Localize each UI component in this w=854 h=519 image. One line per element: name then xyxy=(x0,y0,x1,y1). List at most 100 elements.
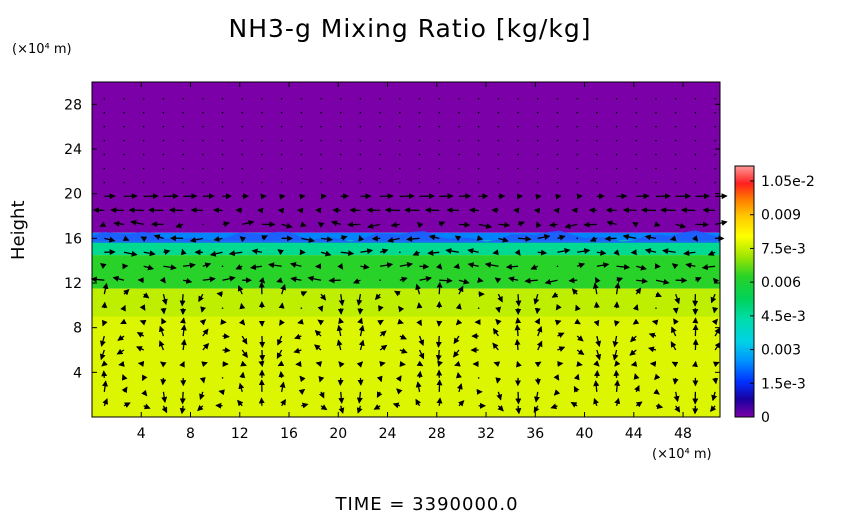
wind-vector xyxy=(277,360,285,367)
wind-vector xyxy=(714,219,728,226)
wind-vector xyxy=(694,181,697,184)
wind-vector xyxy=(251,248,263,255)
wind-vector xyxy=(438,125,441,128)
wind-vector xyxy=(714,125,716,128)
wind-vector xyxy=(534,361,542,368)
wind-vector xyxy=(712,361,720,368)
x-tick-label: 32 xyxy=(477,426,495,442)
wind-vector xyxy=(554,319,562,326)
wind-vector xyxy=(359,111,362,114)
wind-vector xyxy=(289,262,302,268)
x-tick-label: 48 xyxy=(674,426,692,442)
wind-vector xyxy=(142,139,145,142)
wind-vector xyxy=(427,249,440,256)
wind-vector xyxy=(695,277,702,283)
wind-vector xyxy=(416,360,424,367)
wind-vector xyxy=(222,221,230,227)
wind-vector xyxy=(182,139,184,142)
wind-vector xyxy=(573,373,580,381)
wind-vector xyxy=(593,360,600,367)
wind-vector xyxy=(571,288,579,295)
wind-vector xyxy=(557,234,566,241)
wind-vector xyxy=(241,111,244,114)
wind-vector xyxy=(644,248,657,254)
wind-vector xyxy=(399,251,401,254)
wind-vector xyxy=(123,153,125,156)
wind-vector xyxy=(477,277,484,283)
wind-vector xyxy=(307,275,322,282)
wind-vector xyxy=(435,335,442,348)
wind-vector xyxy=(514,324,521,337)
wind-vector xyxy=(357,317,363,325)
wind-vector xyxy=(241,153,244,156)
wind-vector xyxy=(379,125,381,128)
wind-vector xyxy=(458,97,460,100)
wind-vector xyxy=(399,276,408,283)
colorbar-tick-label: 0.006 xyxy=(761,275,801,291)
wind-vector xyxy=(379,181,381,184)
wind-vector xyxy=(595,349,602,361)
wind-vector xyxy=(537,234,551,240)
wind-vector xyxy=(259,349,266,362)
wind-vector xyxy=(339,111,342,114)
wind-vector xyxy=(238,319,246,326)
wind-vector xyxy=(406,236,420,242)
wind-vector xyxy=(356,294,363,306)
wind-vector xyxy=(317,319,325,326)
wind-vector xyxy=(556,97,559,100)
y-axis-unit: (×10⁴ m) xyxy=(12,42,72,57)
wind-vector xyxy=(201,361,208,368)
wind-vector xyxy=(180,338,187,351)
y-tick-label: 28 xyxy=(64,97,82,113)
wind-vector xyxy=(242,219,255,226)
wind-vector xyxy=(202,262,212,269)
wind-vector xyxy=(238,382,245,393)
wind-vector xyxy=(161,405,168,414)
wind-vector xyxy=(202,111,204,114)
wind-vector xyxy=(104,236,116,243)
wind-vector xyxy=(356,391,363,404)
wind-vector xyxy=(338,361,345,368)
wind-vector xyxy=(536,181,539,184)
wind-vector xyxy=(635,97,638,100)
wind-vector xyxy=(241,335,248,345)
wind-vector xyxy=(674,293,681,305)
wind-vector xyxy=(438,97,441,100)
wind-vector xyxy=(222,275,236,282)
wind-vector xyxy=(280,111,283,114)
wind-vector xyxy=(508,276,519,283)
wind-vector xyxy=(570,401,578,408)
wind-vector xyxy=(436,281,443,295)
wind-vector xyxy=(644,234,657,241)
wind-vector xyxy=(536,97,539,100)
wind-vector xyxy=(294,333,302,340)
wind-vector xyxy=(493,361,501,368)
wind-vector xyxy=(268,262,282,269)
wind-vector xyxy=(99,349,106,361)
wind-vector xyxy=(428,234,440,241)
wind-vector xyxy=(153,234,164,241)
wind-vector xyxy=(163,264,177,271)
wind-vector xyxy=(179,294,186,307)
wind-vector xyxy=(497,139,500,142)
wind-vector xyxy=(596,125,598,128)
wind-vector xyxy=(636,264,647,271)
wind-vector xyxy=(712,277,720,285)
wind-vector xyxy=(277,249,284,256)
wind-vector xyxy=(438,221,446,227)
wind-vector xyxy=(648,332,657,339)
wind-vector xyxy=(314,329,322,337)
wind-vector xyxy=(467,248,479,255)
wind-vector xyxy=(202,139,204,142)
wind-vector xyxy=(367,223,381,229)
wind-vector xyxy=(655,125,657,128)
wind-vector xyxy=(505,263,519,270)
wind-vector xyxy=(339,125,342,128)
wind-vector xyxy=(116,348,125,355)
wind-vector xyxy=(142,181,145,184)
wind-vector xyxy=(416,370,423,378)
wind-vector xyxy=(712,306,719,314)
wind-vector xyxy=(162,167,165,170)
wind-vector xyxy=(418,139,421,142)
wind-vector xyxy=(358,234,365,242)
